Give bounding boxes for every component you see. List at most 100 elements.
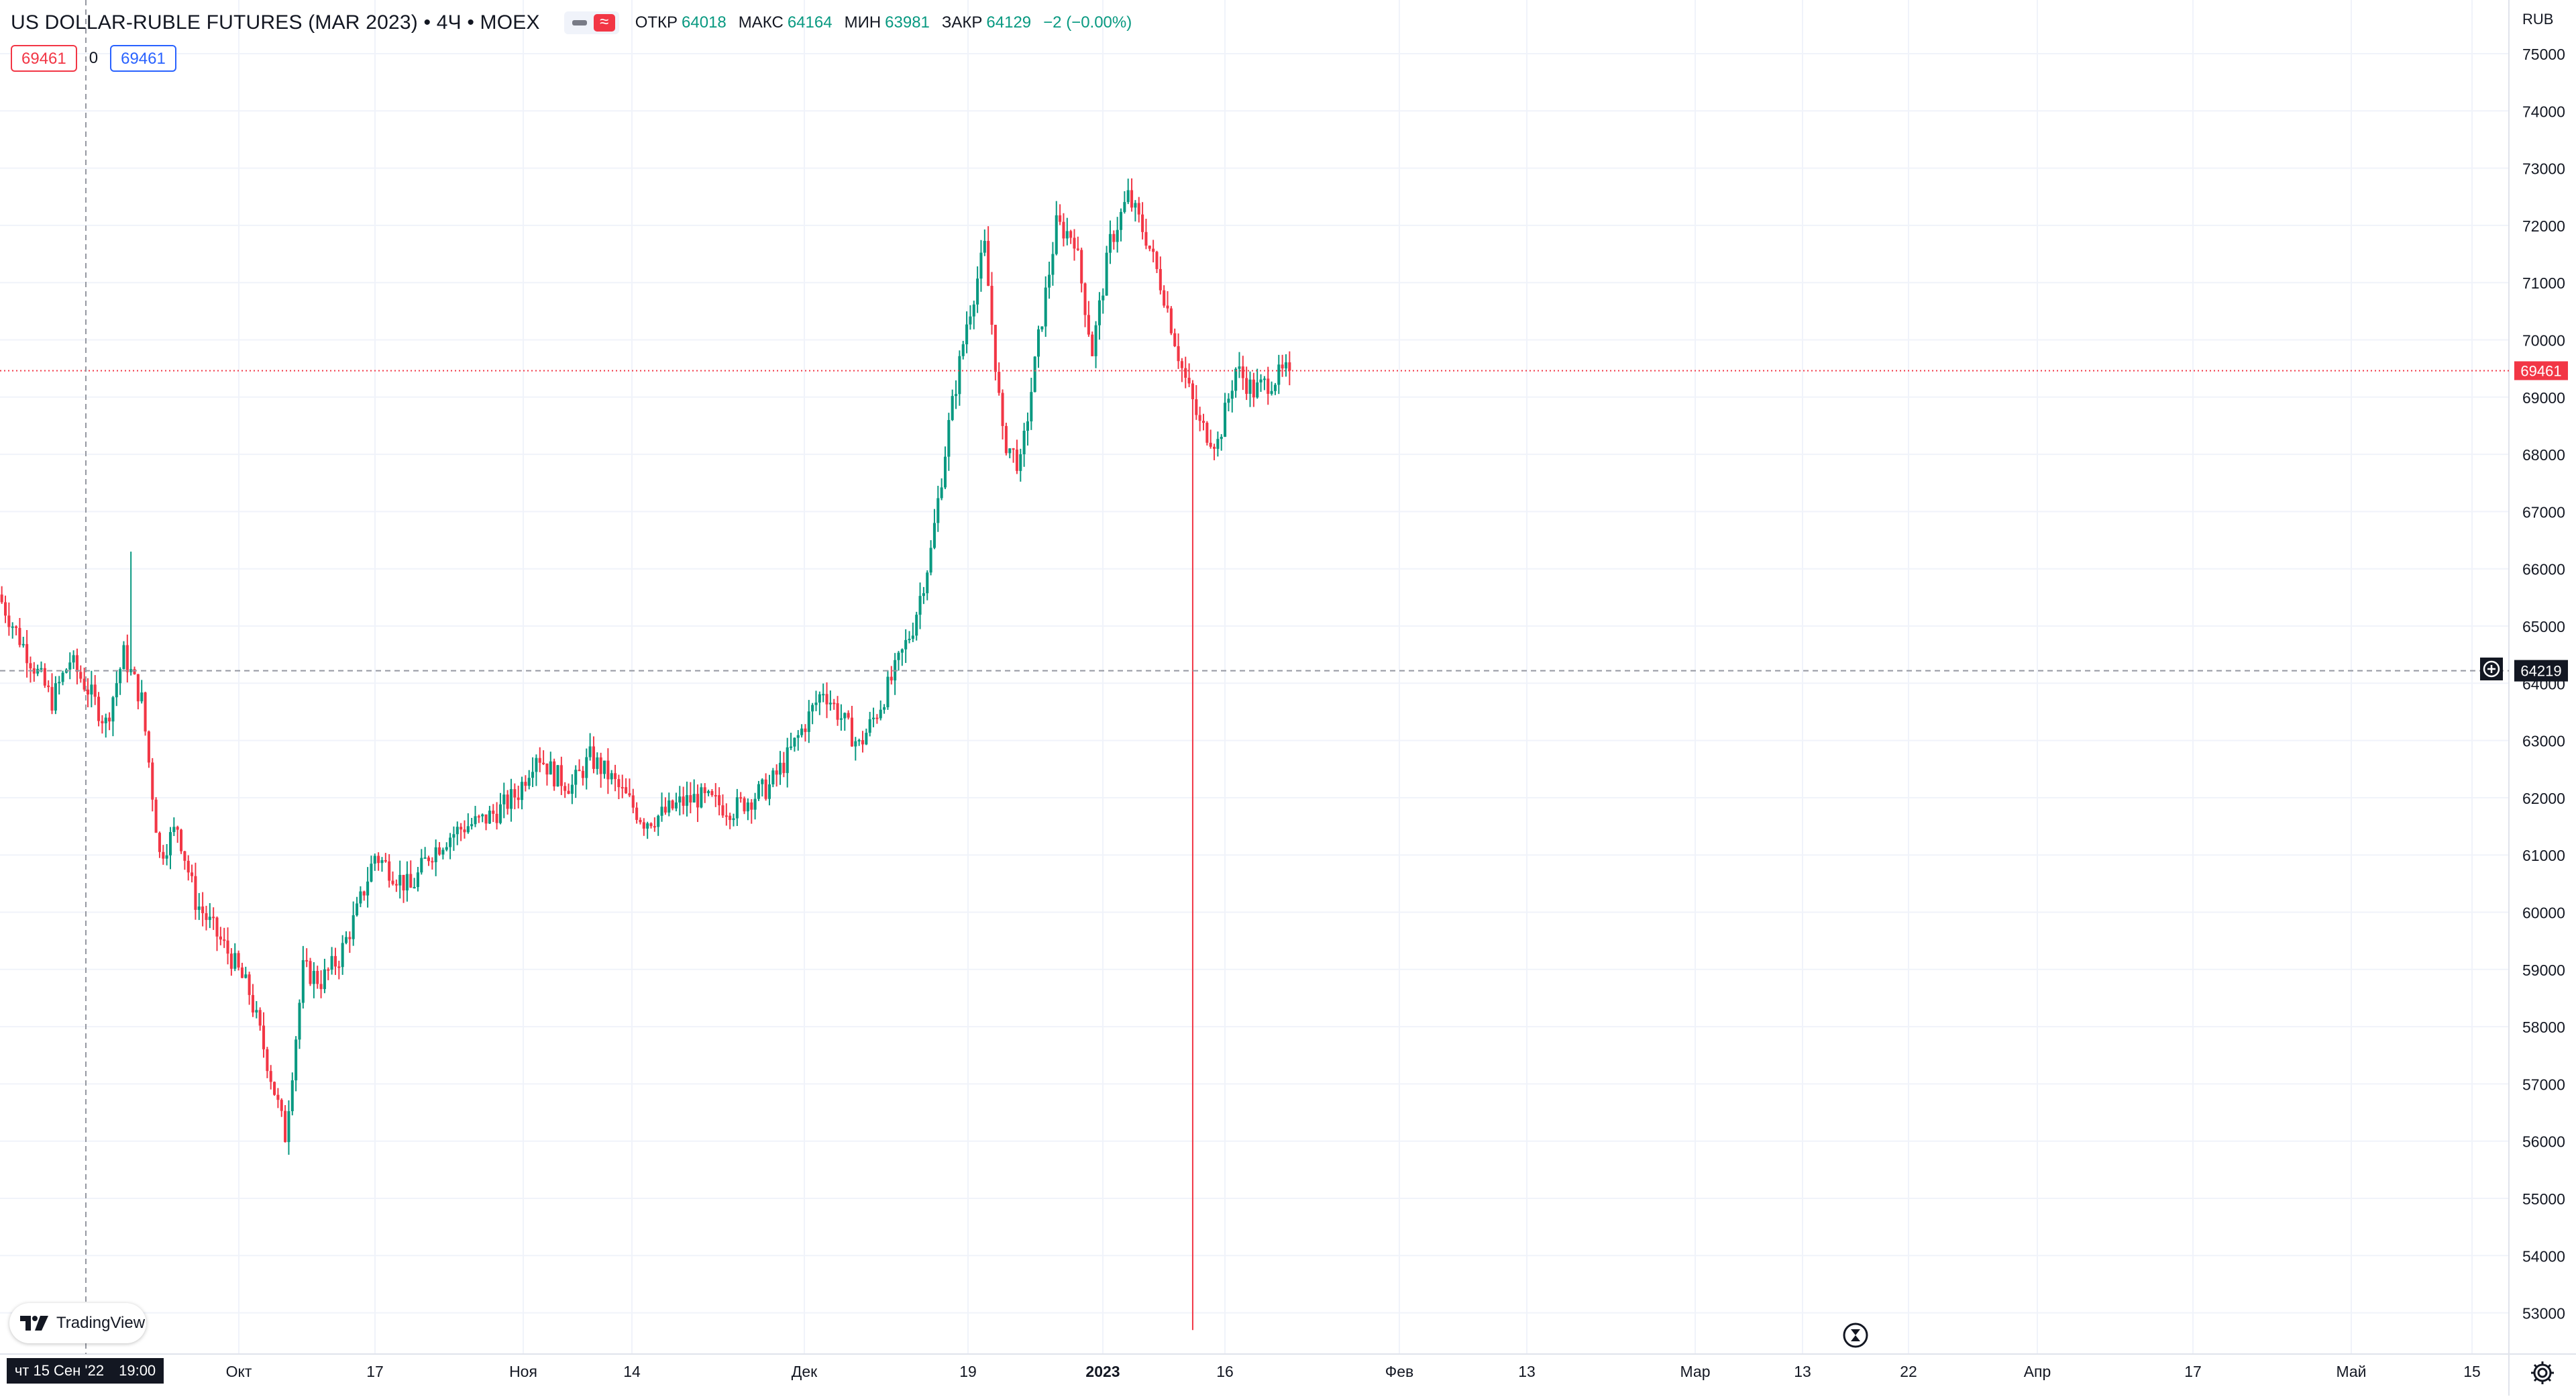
candle-body [470, 824, 474, 827]
candle-body [721, 805, 724, 816]
high-value: 64164 [787, 13, 833, 32]
candle-body [1288, 362, 1291, 371]
tradingview-logo[interactable]: TradingView [9, 1303, 146, 1343]
candle-body [918, 596, 922, 615]
candle-body [136, 674, 140, 702]
candle-body [635, 807, 639, 820]
candle-body [800, 728, 804, 735]
candle-body [244, 974, 248, 978]
candle-body [438, 847, 441, 855]
candle-body [492, 811, 495, 814]
candle-body [495, 813, 498, 823]
candle-body [567, 790, 570, 794]
candle-body [97, 696, 101, 721]
candle-body [904, 639, 908, 650]
candle-body [790, 746, 793, 748]
candle-body [327, 969, 330, 971]
candle-body [596, 757, 599, 769]
candle-body [998, 372, 1001, 393]
price-tick-label: 69000 [2522, 389, 2565, 407]
candle-body [1256, 382, 1259, 398]
currency-label: RUB [2522, 11, 2553, 28]
candle-body [767, 784, 771, 799]
candle-body [1102, 295, 1105, 301]
candle-body [229, 953, 233, 969]
candle-body [1270, 391, 1273, 394]
candle-body [535, 758, 538, 772]
candle-body [850, 717, 853, 747]
candle-body [545, 764, 549, 775]
candle-body [1044, 287, 1047, 327]
candle-body [929, 548, 932, 573]
candle-body [158, 833, 161, 852]
crosshair-price-label-bg [2514, 660, 2568, 682]
candle-body [452, 834, 455, 838]
low-label: МИН [844, 13, 881, 32]
candle-body [273, 1082, 276, 1095]
candle-body [168, 832, 172, 856]
candle-body [423, 857, 427, 859]
candle-body [1015, 450, 1018, 471]
candle-body [316, 971, 319, 984]
gear-icon[interactable] [2529, 1359, 2556, 1386]
candle-body [18, 627, 21, 645]
candle-body [498, 804, 502, 823]
candle-body [1008, 448, 1012, 454]
candle-body [144, 692, 147, 732]
candle-body [660, 807, 663, 816]
candle-body [570, 784, 574, 794]
price-tick-label: 72000 [2522, 217, 2565, 235]
candle-body [631, 795, 635, 808]
tradingview-mark-icon [20, 1316, 48, 1331]
candle-body [621, 787, 624, 789]
candle-body [553, 761, 556, 787]
candle-body [524, 782, 527, 786]
last-price-label-bg [2514, 361, 2568, 380]
crosshair-date: чт 15 Сен '22 [14, 1362, 105, 1379]
candle-body [1234, 368, 1238, 391]
candle-body [1209, 442, 1212, 447]
hourglass-icon[interactable] [1842, 1322, 1869, 1349]
ohlc-values: ОТКР 64018 МАКС 64164 МИН 63981 ЗАКР 641… [635, 13, 1140, 32]
candle-body [151, 762, 154, 800]
candle-body [172, 827, 176, 833]
candle-body [201, 906, 205, 913]
time-tick-label: Дек [792, 1363, 818, 1380]
candle-body [333, 955, 337, 967]
candle-body [1126, 190, 1130, 203]
candle-body [1022, 430, 1026, 455]
candle-body [710, 791, 714, 795]
candle-body [936, 498, 940, 523]
candle-body [1059, 215, 1062, 222]
candle-body [93, 684, 97, 697]
approx-icon[interactable]: ≈ [593, 14, 615, 32]
candle-body [822, 694, 825, 696]
candle-body [312, 971, 315, 984]
candle-body [83, 678, 86, 690]
candle-body [269, 1071, 272, 1082]
symbol-title[interactable]: US DOLLAR-RUBLE FUTURES (MAR 2023) • 4Ч … [11, 11, 540, 34]
candle-body [1026, 421, 1030, 431]
buy-button[interactable]: 69461 [110, 45, 176, 72]
candle-body [1076, 248, 1079, 250]
candle-body [341, 943, 344, 968]
hide-indicator-icon[interactable] [572, 20, 587, 25]
candle-body [337, 966, 341, 968]
open-value: 64018 [682, 13, 727, 32]
candle-body [484, 814, 488, 824]
candle-body [671, 800, 674, 809]
candle-body [319, 984, 323, 990]
candle-body [1123, 202, 1126, 212]
add-plus-icon[interactable] [2480, 658, 2503, 680]
sell-button[interactable]: 69461 [11, 45, 77, 72]
chart-legend: US DOLLAR-RUBLE FUTURES (MAR 2023) • 4Ч … [11, 8, 1140, 38]
candle-body [696, 794, 700, 808]
candle-body [21, 643, 25, 645]
candle-body [531, 772, 535, 778]
candle-body [940, 487, 943, 499]
candle-body [111, 697, 115, 722]
candle-body [301, 960, 305, 1003]
candle-body [15, 626, 18, 628]
